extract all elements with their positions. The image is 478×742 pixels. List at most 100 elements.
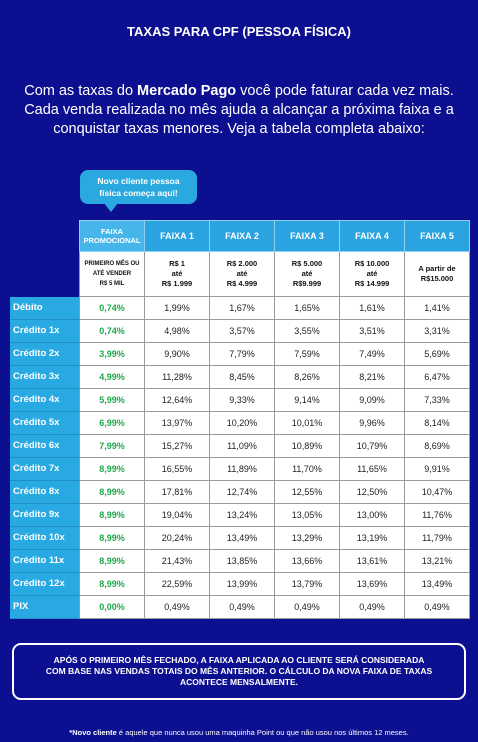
rate-cell: 7,49%	[339, 341, 405, 366]
range-cell: R$ 1 até R$ 1.999	[144, 251, 210, 297]
intro-text: você pode faturar cada vez mais. Cada ve…	[24, 83, 454, 137]
rate-cell: 13,05%	[274, 502, 340, 527]
range-line: ATÉ VENDER	[92, 271, 132, 277]
rate-cell: 0,74%	[79, 318, 145, 343]
row-label: Crédito 12x	[10, 572, 80, 596]
row-label: Débito	[10, 296, 80, 320]
title: TAXAS PARA CPF (PESSOA FÍSICA)	[127, 24, 351, 39]
rate-cell: 8,21%	[339, 364, 405, 389]
rate-cell: 11,28%	[144, 364, 210, 389]
column-header: FAIXA 4	[339, 220, 405, 252]
rate-row: Crédito 8x 8,99% 17,81% 12,74% 12,55% 12,50% 1…	[10, 479, 470, 504]
rate-cell: 9,33%	[209, 387, 275, 412]
rate-cell: 13,49%	[404, 571, 470, 596]
header-row: FAIXA PROMOCIONAL FAIXA 1 FAIXA 2 FAIXA 3 FA…	[10, 220, 470, 252]
rate-cell: 0,49%	[144, 594, 210, 619]
row-label: Crédito 8x	[10, 480, 80, 504]
rate-cell: 13,21%	[404, 548, 470, 573]
rate-row: Crédito 9x 8,99% 19,04% 13,24% 13,05% 13,00% 1…	[10, 502, 470, 527]
rate-cell: 11,70%	[274, 456, 340, 481]
blank-cell	[10, 252, 80, 297]
rate-row: Crédito 5x 6,99% 13,97% 10,20% 10,01% 9,96% 8,…	[10, 410, 470, 435]
column-header: FAIXA 1	[144, 220, 210, 252]
rate-cell: 3,31%	[404, 318, 470, 343]
row-label: Crédito 4x	[10, 388, 80, 412]
rate-cell: 13,24%	[209, 502, 275, 527]
rate-cell: 1,67%	[209, 296, 275, 320]
rate-cell: 13,61%	[339, 548, 405, 573]
rate-cell: 7,33%	[404, 387, 470, 412]
rate-cell: 13,97%	[144, 410, 210, 435]
rate-cell: 0,49%	[209, 594, 275, 619]
range-line: até	[366, 269, 378, 278]
rate-cell: 13,29%	[274, 525, 340, 550]
rate-cell: 8,99%	[79, 571, 145, 596]
row-label: Crédito 3x	[10, 365, 80, 389]
rate-cell: 8,99%	[79, 479, 145, 504]
bubble: Novo cliente pessoa física começa aqui!	[80, 170, 197, 204]
range-line: R$ 2.000	[226, 259, 258, 268]
range-line: R$ 4.999	[226, 279, 258, 288]
range-cell: A partir de R$15.000	[404, 251, 470, 297]
rate-row: Crédito 6x 7,99% 15,27% 11,09% 10,89% 10,79% 8…	[10, 433, 470, 458]
rate-cell: 12,74%	[209, 479, 275, 504]
rate-cell: 10,89%	[274, 433, 340, 458]
rate-cell: 3,51%	[339, 318, 405, 343]
rate-cell: 13,00%	[339, 502, 405, 527]
rate-cell: 4,99%	[79, 364, 145, 389]
rate-cell: 10,79%	[339, 433, 405, 458]
row-label: Crédito 5x	[10, 411, 80, 435]
range-line: até	[236, 269, 248, 278]
rate-cell: 13,69%	[339, 571, 405, 596]
rate-cell: 8,99%	[79, 456, 145, 481]
rate-row: Crédito 4x 5,99% 12,64% 9,33% 9,14% 9,09% 7,33…	[10, 387, 470, 412]
blank-cell	[10, 221, 80, 252]
row-label: Crédito 9x	[10, 503, 80, 527]
range-cell: R$ 10.000 até R$ 14.999	[339, 251, 405, 297]
range-row: PRIMEIRO MÊS OU ATÉ VENDER R$ 5 MIL R$ 1 até…	[10, 251, 470, 297]
rate-row: Crédito 11x 8,99% 21,43% 13,85% 13,66% 13,61%…	[10, 548, 470, 573]
range-cell: PRIMEIRO MÊS OU ATÉ VENDER R$ 5 MIL	[79, 251, 145, 297]
rate-row: Crédito 7x 8,99% 16,55% 11,89% 11,70% 11,65% 9…	[10, 456, 470, 481]
rate-cell: 6,99%	[79, 410, 145, 435]
range-line: R$ 1	[169, 259, 185, 268]
rates-table: FAIXA PROMOCIONAL FAIXA 1 FAIXA 2 FAIXA 3 FA…	[10, 220, 470, 619]
rate-cell: 0,00%	[79, 594, 145, 619]
row-label: Crédito 11x	[10, 549, 80, 573]
note: APÓS O PRIMEIRO MÊS FECHADO, A FAIXA APL…	[12, 643, 466, 700]
range-cell: R$ 5.000 até R$9.999	[274, 251, 340, 297]
rate-cell: 9,09%	[339, 387, 405, 412]
rate-row: PIX 0,00% 0,49% 0,49% 0,49% 0,49% 0,49%	[10, 594, 470, 619]
column-header: FAIXA 2	[209, 220, 275, 252]
rate-cell: 10,47%	[404, 479, 470, 504]
rate-cell: 13,99%	[209, 571, 275, 596]
rate-cell: 13,79%	[274, 571, 340, 596]
rate-cell: 9,90%	[144, 341, 210, 366]
rate-cell: 20,24%	[144, 525, 210, 550]
rate-cell: 13,66%	[274, 548, 340, 573]
range-line: até	[301, 269, 313, 278]
rate-cell: 7,99%	[79, 433, 145, 458]
rate-cell: 13,19%	[339, 525, 405, 550]
rate-row: Crédito 3x 4,99% 11,28% 8,45% 8,26% 8,21% 6,47…	[10, 364, 470, 389]
rate-cell: 15,27%	[144, 433, 210, 458]
rate-cell: 17,81%	[144, 479, 210, 504]
rate-cell: 8,99%	[79, 548, 145, 573]
row-label: Crédito 7x	[10, 457, 80, 481]
rate-cell: 19,04%	[144, 502, 210, 527]
range-cell: R$ 2.000 até R$ 4.999	[209, 251, 275, 297]
rate-cell: 9,14%	[274, 387, 340, 412]
row-label: PIX	[10, 595, 80, 619]
row-label: Crédito 10x	[10, 526, 80, 550]
rate-cell: 13,49%	[209, 525, 275, 550]
range-line: R$9.999	[292, 279, 322, 288]
rate-row: Crédito 2x 3,99% 9,90% 7,79% 7,59% 7,49% 5,69%	[10, 341, 470, 366]
rate-cell: 5,99%	[79, 387, 145, 412]
rate-cell: 1,41%	[404, 296, 470, 320]
rate-cell: 12,50%	[339, 479, 405, 504]
rate-cell: 11,65%	[339, 456, 405, 481]
rate-cell: 1,65%	[274, 296, 340, 320]
range-line: R$ 10.000	[354, 259, 390, 268]
range-line: A partir de	[418, 264, 456, 273]
rate-row: Crédito 10x 8,99% 20,24% 13,49% 13,29% 13,19%…	[10, 525, 470, 550]
